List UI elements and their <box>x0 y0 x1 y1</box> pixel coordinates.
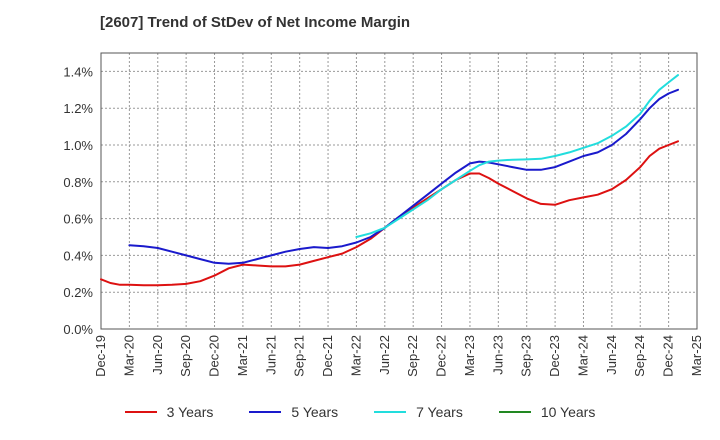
x-tick-label: Mar-21 <box>235 335 250 376</box>
series-line-5-years <box>128 88 679 265</box>
y-tick-label: 0.8% <box>63 175 93 190</box>
legend-label: 3 Years <box>166 404 214 420</box>
series-line-3-years <box>100 140 679 287</box>
legend-swatch <box>498 411 531 413</box>
x-tick-label: Sep-22 <box>405 335 420 377</box>
x-tick-label: Dec-24 <box>661 335 676 377</box>
x-tick-label: Mar-22 <box>348 335 363 376</box>
chart-title: [2607] Trend of StDev of Net Income Marg… <box>100 14 411 31</box>
legend-item: 5 Years <box>249 404 338 420</box>
x-tick-label: Dec-20 <box>207 335 222 377</box>
legend-item: 10 Years <box>498 404 596 420</box>
x-tick-label: Jun-20 <box>150 335 165 375</box>
legend: 3 Years 5 Years 7 Years 10 Years <box>0 404 720 420</box>
y-tick-label: 0.2% <box>63 285 93 300</box>
x-tick-label: Mar-25 <box>689 335 704 376</box>
x-tick-label: Jun-24 <box>604 335 619 375</box>
legend-label: 10 Years <box>540 404 596 420</box>
legend-item: 3 Years <box>124 404 214 420</box>
y-tick-label: 1.2% <box>63 101 93 116</box>
x-tick-label: Mar-23 <box>462 335 477 376</box>
x-tick-label: Mar-24 <box>575 335 590 376</box>
x-tick-label: Dec-19 <box>93 335 108 377</box>
y-tick-label: 1.4% <box>63 64 93 79</box>
x-tick-label: Dec-21 <box>320 335 335 377</box>
y-tick-label: 0.6% <box>63 212 93 227</box>
series-line-7-years <box>355 74 679 238</box>
plot-frame <box>100 52 698 330</box>
x-tick-label: Sep-23 <box>519 335 534 377</box>
x-tick-label: Jun-21 <box>263 335 278 375</box>
y-tick-label: 1.0% <box>63 138 93 153</box>
x-tick-label: Sep-20 <box>178 335 193 377</box>
legend-label: 7 Years <box>416 404 463 420</box>
legend-item: 7 Years <box>374 404 463 420</box>
legend-swatch <box>249 411 282 413</box>
legend-swatch <box>374 411 407 413</box>
x-tick-label: Mar-20 <box>121 335 136 376</box>
x-tick-label: Dec-23 <box>547 335 562 377</box>
x-tick-label: Dec-22 <box>434 335 449 377</box>
legend-swatch <box>124 411 157 413</box>
y-tick-label: 0.0% <box>63 322 93 337</box>
x-tick-label: Sep-21 <box>292 335 307 377</box>
x-tick-label: Jun-23 <box>490 335 505 375</box>
legend-label: 5 Years <box>291 404 339 420</box>
x-tick-label: Jun-22 <box>377 335 392 375</box>
x-tick-label: Sep-24 <box>632 335 647 377</box>
y-tick-label: 0.4% <box>63 248 93 263</box>
